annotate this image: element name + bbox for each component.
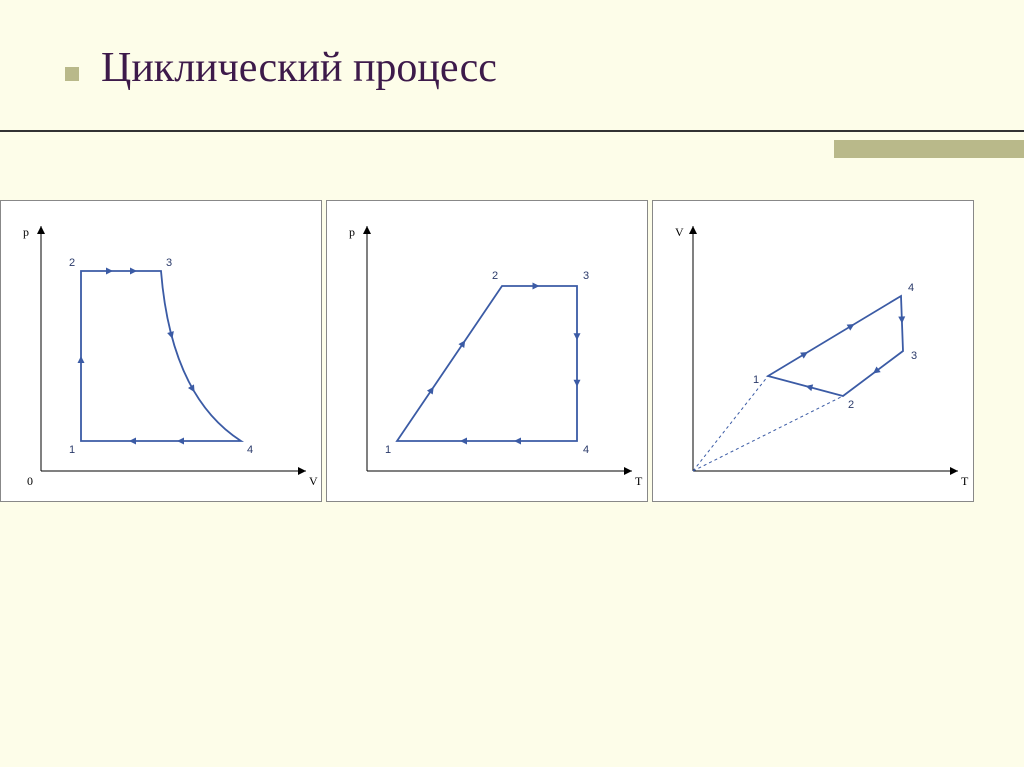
- arrow-head: [298, 467, 306, 475]
- node-label: 1: [753, 374, 759, 386]
- chart-svg: T V 1 2 3 4: [653, 201, 973, 501]
- slide-title-block: Циклический процесс: [65, 45, 965, 91]
- y-axis-label: V: [675, 225, 684, 239]
- node-label: 1: [69, 444, 75, 456]
- node-label: 3: [166, 257, 172, 269]
- y-axis-label: p: [349, 225, 355, 239]
- arrow-head: [37, 226, 45, 234]
- accent-bar: [834, 140, 1024, 158]
- arrow-head: [177, 438, 184, 445]
- node-label: 2: [69, 257, 75, 269]
- node-label: 4: [247, 444, 253, 456]
- guide-line: [693, 396, 843, 471]
- guide-line: [693, 376, 768, 471]
- arrow-head: [514, 438, 521, 445]
- x-axis-label: T: [635, 474, 643, 488]
- arrow-head: [460, 438, 467, 445]
- slide-title: Циклический процесс: [101, 45, 497, 91]
- node-label: 4: [908, 282, 914, 294]
- slide: { "title": "Циклический процесс", "layou…: [0, 0, 1024, 767]
- node-label: 1: [385, 444, 391, 456]
- x-axis-label: V: [309, 474, 318, 488]
- origin-label: 0: [27, 474, 33, 488]
- arrow-head: [129, 438, 136, 445]
- cycle-path: [397, 286, 577, 441]
- arrow-head: [624, 467, 632, 475]
- arrow-head: [363, 226, 371, 234]
- chart-panel-vt: T V 1 2 3 4: [652, 200, 974, 502]
- arrow-head: [533, 283, 540, 290]
- x-axis-label: T: [961, 474, 969, 488]
- node-label: 3: [911, 350, 917, 362]
- chart-panel-pv: Vp 0 1 2 3 4: [0, 200, 322, 502]
- y-axis-label: p: [23, 225, 29, 239]
- arrow-head: [78, 356, 85, 363]
- arrow-head: [950, 467, 958, 475]
- title-rule: [0, 130, 1024, 132]
- title-bullet: [65, 67, 79, 81]
- chart-strip: Vp 0 1 2 3 4 Tp 1 2 3 4 T V 1 2 3 4: [0, 200, 1024, 502]
- arrow-head: [689, 226, 697, 234]
- arrow-head: [574, 380, 581, 387]
- cycle-path: [81, 271, 241, 441]
- chart-panel-pt: Tp 1 2 3 4: [326, 200, 648, 502]
- arrow-head: [574, 333, 581, 340]
- arrow-head: [898, 316, 905, 323]
- node-label: 4: [583, 444, 589, 456]
- chart-svg: Vp 0 1 2 3 4: [1, 201, 321, 501]
- arrow-head: [106, 268, 113, 275]
- cycle-path: [768, 296, 903, 396]
- chart-svg: Tp 1 2 3 4: [327, 201, 647, 501]
- arrow-head: [130, 268, 137, 275]
- node-label: 3: [583, 270, 589, 282]
- node-label: 2: [492, 270, 498, 282]
- node-label: 2: [848, 399, 854, 411]
